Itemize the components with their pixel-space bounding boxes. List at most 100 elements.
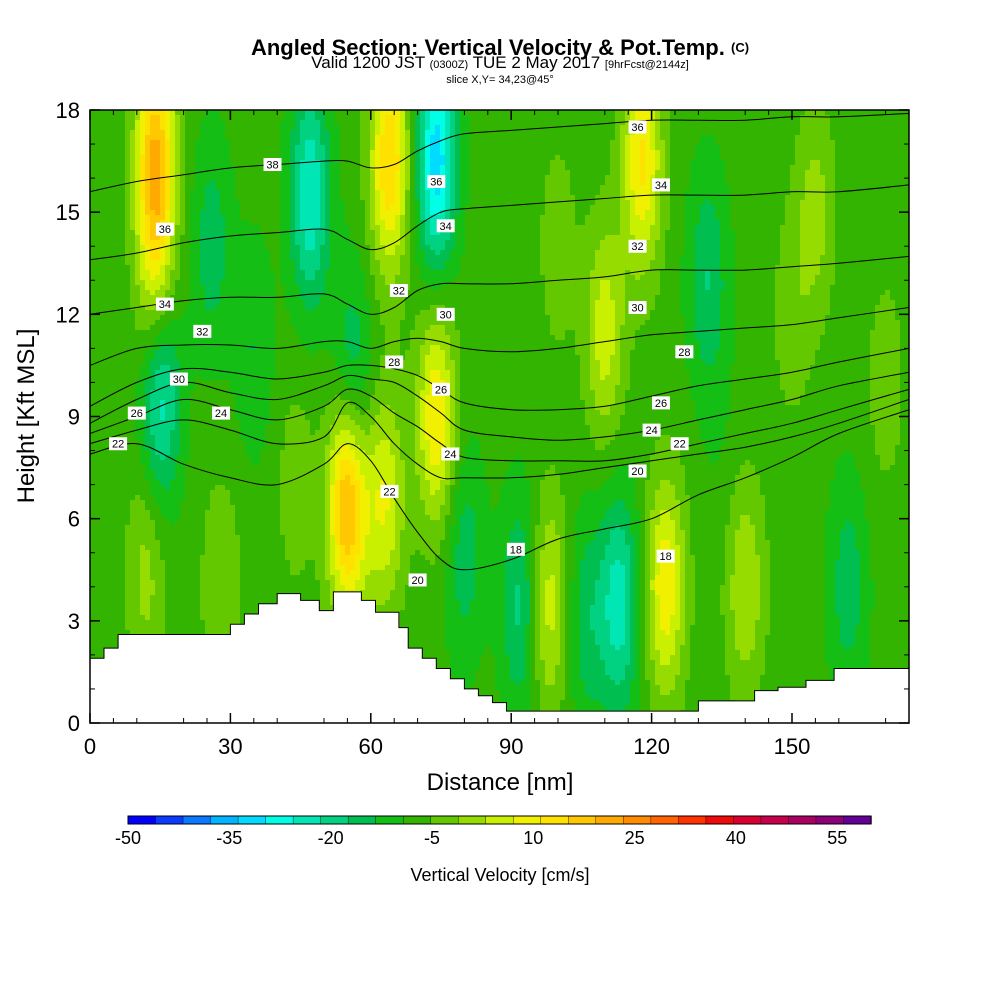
velocity-cell: [180, 295, 186, 301]
velocity-cell: [95, 650, 101, 656]
velocity-cell: [190, 225, 196, 231]
velocity-cell: [100, 575, 106, 581]
velocity-cell: [130, 320, 136, 326]
velocity-cell: [115, 150, 121, 156]
velocity-cell: [105, 295, 111, 301]
velocity-cell: [140, 390, 146, 396]
velocity-cell: [160, 205, 166, 211]
velocity-cell: [190, 300, 196, 306]
velocity-cell: [185, 115, 191, 121]
velocity-cell: [115, 120, 121, 126]
velocity-cell: [120, 270, 126, 276]
velocity-cell: [145, 455, 151, 461]
velocity-cell: [175, 350, 181, 356]
velocity-cell: [115, 620, 121, 626]
velocity-cell: [180, 470, 186, 476]
velocity-cell: [140, 320, 146, 326]
velocity-cell: [125, 590, 131, 596]
velocity-cell: [175, 570, 181, 576]
velocity-cell: [120, 335, 126, 341]
velocity-cell: [185, 315, 191, 321]
velocity-cell: [125, 490, 131, 496]
velocity-cell: [90, 585, 96, 591]
velocity-cell: [160, 515, 166, 521]
velocity-cell: [105, 340, 111, 346]
velocity-cell: [125, 580, 131, 586]
velocity-cell: [175, 315, 181, 321]
velocity-cell: [140, 295, 146, 301]
velocity-cell: [130, 395, 136, 401]
velocity-cell: [160, 425, 166, 431]
velocity-cell: [150, 140, 156, 146]
velocity-cell: [130, 200, 136, 206]
velocity-cell: [140, 370, 146, 376]
velocity-cell: [100, 480, 106, 486]
velocity-cell: [105, 305, 111, 311]
velocity-cell: [170, 590, 176, 596]
velocity-cell: [95, 505, 101, 511]
velocity-cell: [175, 325, 181, 331]
velocity-cell: [165, 620, 171, 626]
velocity-cell: [165, 360, 171, 366]
velocity-cell: [100, 200, 106, 206]
velocity-cell: [120, 175, 126, 181]
velocity-cell: [105, 405, 111, 411]
velocity-cell: [150, 330, 156, 336]
velocity-cell: [150, 150, 156, 156]
velocity-cell: [105, 310, 111, 316]
velocity-cell: [155, 190, 161, 196]
velocity-cell: [135, 440, 141, 446]
velocity-cell: [190, 385, 196, 391]
velocity-cell: [115, 160, 121, 166]
velocity-cell: [165, 445, 171, 451]
velocity-cell: [110, 130, 116, 136]
velocity-cell: [95, 145, 101, 151]
velocity-cell: [95, 355, 101, 361]
velocity-cell: [125, 170, 131, 176]
velocity-cell: [130, 365, 136, 371]
velocity-cell: [90, 605, 96, 611]
velocity-cell: [110, 460, 116, 466]
velocity-cell: [90, 330, 96, 336]
velocity-cell: [115, 165, 121, 171]
velocity-cell: [155, 410, 161, 416]
velocity-cell: [145, 265, 151, 271]
velocity-cell: [130, 500, 136, 506]
velocity-cell: [180, 425, 186, 431]
velocity-cell: [110, 230, 116, 236]
velocity-cell: [140, 625, 146, 631]
velocity-cell: [100, 145, 106, 151]
velocity-cell: [110, 340, 116, 346]
velocity-cell: [120, 150, 126, 156]
velocity-cell: [95, 205, 101, 211]
velocity-cell: [150, 370, 156, 376]
velocity-cell: [120, 275, 126, 281]
velocity-cell: [190, 210, 196, 216]
velocity-cell: [130, 260, 136, 266]
velocity-cell: [160, 210, 166, 216]
velocity-cell: [90, 530, 96, 536]
velocity-cell: [150, 280, 156, 286]
velocity-cell: [145, 600, 151, 606]
velocity-cell: [105, 150, 111, 156]
velocity-cell: [115, 275, 121, 281]
velocity-cell: [175, 185, 181, 191]
velocity-cell: [130, 460, 136, 466]
velocity-cell: [165, 535, 171, 541]
velocity-cell: [120, 215, 126, 221]
velocity-cell: [150, 185, 156, 191]
velocity-cell: [140, 520, 146, 526]
velocity-cell: [90, 525, 96, 531]
velocity-cell: [100, 405, 106, 411]
velocity-cell: [105, 555, 111, 561]
velocity-cell: [115, 400, 121, 406]
velocity-cell: [160, 320, 166, 326]
velocity-cell: [135, 200, 141, 206]
velocity-cell: [145, 270, 151, 276]
velocity-cell: [90, 150, 96, 156]
velocity-cell: [120, 210, 126, 216]
velocity-cell: [95, 265, 101, 271]
velocity-cell: [180, 185, 186, 191]
velocity-cell: [100, 175, 106, 181]
velocity-cell: [115, 325, 121, 331]
